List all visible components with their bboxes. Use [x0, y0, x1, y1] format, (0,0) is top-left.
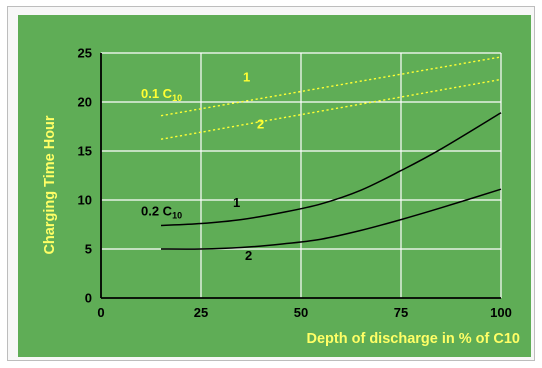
rate-label-1: 0.1 C10	[141, 86, 182, 103]
y-tick-label: 20	[78, 95, 92, 110]
y-tick-label: 5	[85, 242, 92, 257]
y-tick-label: 15	[78, 144, 92, 159]
series-line-2	[161, 79, 501, 139]
y-tick-label: 25	[78, 46, 92, 61]
curve-number-label: 1	[243, 69, 250, 84]
y-tick-label: 10	[78, 193, 92, 208]
curve-number-label: 1	[233, 195, 240, 210]
x-tick-label: 0	[97, 305, 104, 320]
curve-number-label: 2	[257, 116, 264, 131]
curve-number-label: 2	[245, 248, 252, 263]
y-axis-title: Charging Time Hour	[42, 115, 58, 254]
series-line-4	[161, 189, 501, 249]
x-tick-label: 100	[490, 305, 512, 320]
x-tick-label: 75	[394, 305, 408, 320]
x-axis-title: Depth of discharge in % of C10	[307, 331, 521, 347]
y-tick-label: 0	[85, 291, 92, 306]
series-lines	[161, 57, 501, 249]
x-tick-label: 25	[194, 305, 208, 320]
rate-label-2: 0.2 C10	[141, 204, 182, 221]
curve-labels: 1 2 1 2 0.1 C10 0.2 C10	[141, 69, 264, 262]
series-line-3	[161, 113, 501, 226]
series-line-1	[161, 57, 501, 116]
x-tick-label: 50	[294, 305, 308, 320]
